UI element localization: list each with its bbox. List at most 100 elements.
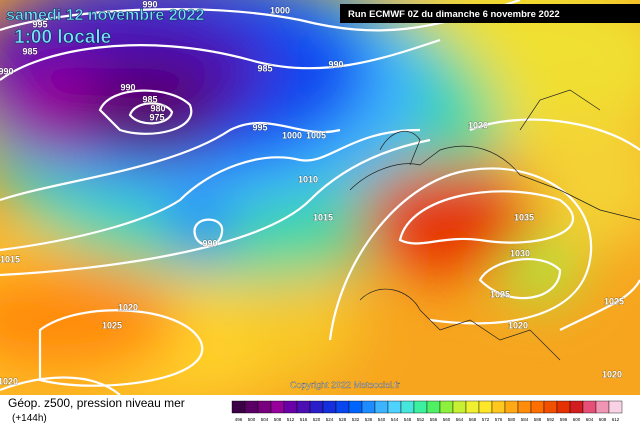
scale-label: 508	[274, 417, 282, 422]
scale-label: 596	[560, 417, 568, 422]
scale-label: 612	[612, 417, 620, 422]
scale-label: 580	[508, 417, 516, 422]
scale-swatch	[491, 400, 506, 414]
scale-swatch	[465, 400, 480, 414]
scale-label: 568	[469, 417, 477, 422]
isobar-label: 985	[257, 63, 272, 73]
isobar-label: 1025	[490, 289, 510, 299]
scale-label: 588	[534, 417, 542, 422]
date: samedi 12 novembre 2022	[6, 7, 204, 24]
scale-label: 560	[443, 417, 451, 422]
isobar-label: 1020	[468, 120, 488, 130]
isobar-label: 1010	[298, 174, 318, 184]
scale-label: 496	[235, 417, 243, 422]
isobar-label: 985	[22, 46, 37, 56]
scale-swatch	[478, 400, 493, 414]
scale-swatch	[413, 400, 428, 414]
scale-swatch	[322, 400, 337, 414]
scale-swatch	[504, 400, 519, 414]
scale-swatch	[309, 400, 324, 414]
scale-swatch	[244, 400, 259, 414]
scale-swatch	[283, 400, 298, 414]
scale-label: 576	[495, 417, 503, 422]
isobar-label: 975	[149, 112, 164, 122]
scale-swatch	[348, 400, 363, 414]
isobar-label: 980	[150, 103, 165, 113]
isobar-label: 1005	[306, 130, 326, 140]
scale-swatch	[569, 400, 584, 414]
scale-label: 552	[417, 417, 425, 422]
isobar-label: 1035	[514, 212, 534, 222]
scale-label: 512	[287, 417, 295, 422]
scale-swatch	[543, 400, 558, 414]
scale-swatch	[582, 400, 597, 414]
coastlines	[349, 89, 640, 361]
legend-title: Géop. z500, pression niveau mer	[8, 396, 185, 410]
scale-swatch	[296, 400, 311, 414]
scale-swatch	[361, 400, 376, 414]
scale-label: 604	[586, 417, 594, 422]
scale-swatch	[257, 400, 272, 414]
scale-swatch	[556, 400, 571, 414]
scale-swatch	[335, 400, 350, 414]
local-time: 1:00 locale	[14, 27, 111, 48]
isobar-label: 990	[202, 238, 217, 248]
scale-swatch	[231, 400, 246, 414]
scale-label: 544	[391, 417, 399, 422]
scale-label: 528	[339, 417, 347, 422]
isobar-label: 1030	[510, 248, 530, 258]
scale-label: 504	[261, 417, 269, 422]
scale-swatch	[439, 400, 454, 414]
scale-swatch	[426, 400, 441, 414]
isobar-label: 1020	[602, 369, 622, 379]
scale-label: 520	[313, 417, 321, 422]
scale-swatch	[400, 400, 415, 414]
isobar-label: 990	[328, 59, 343, 69]
isobars	[0, 0, 640, 395]
scale-label: 572	[482, 417, 490, 422]
copyright: Copyright 2022 Meteociel.fr	[290, 380, 400, 390]
lead-time: (+144h)	[12, 413, 47, 424]
isobar-label: 995	[32, 19, 47, 29]
scale-label: 536	[365, 417, 373, 422]
isobar-label: 985	[142, 94, 157, 104]
isobar-label: 990	[120, 82, 135, 92]
scale-swatch	[374, 400, 389, 414]
isobar-label: 995	[252, 122, 267, 132]
scale-swatch	[270, 400, 285, 414]
isobar-label: 1020	[508, 320, 528, 330]
scale-label: 564	[456, 417, 464, 422]
color-scale: 496 500 504 508 512 516 520 524 528 532 536 540 544 5…	[231, 400, 623, 422]
isobar-label: 1020	[118, 302, 138, 312]
scale-swatch	[595, 400, 610, 414]
scale-label: 600	[573, 417, 581, 422]
isobar-label: 1015	[313, 212, 333, 222]
run-banner	[340, 4, 640, 23]
scale-label: 500	[248, 417, 256, 422]
isobar-label: 990	[142, 0, 157, 9]
scale-swatch	[530, 400, 545, 414]
scale-label: 524	[326, 417, 334, 422]
scale-label: 584	[521, 417, 529, 422]
isobar-label: 1020	[0, 376, 18, 386]
scale-label: 532	[352, 417, 360, 422]
isobar-label: 1025	[102, 320, 122, 330]
scale-swatch	[387, 400, 402, 414]
scale-label: 516	[300, 417, 308, 422]
scale-swatch	[517, 400, 532, 414]
isobar-label: 1000	[270, 5, 290, 15]
field	[0, 0, 640, 395]
isobar-label: 1000	[282, 130, 302, 140]
isobar-label: 1015	[0, 254, 20, 264]
scale-label: 556	[430, 417, 438, 422]
isobar-label: 990	[0, 66, 14, 76]
scale-label: 548	[404, 417, 412, 422]
scale-label: 592	[547, 417, 555, 422]
scale-label: 608	[599, 417, 607, 422]
run-info: Run ECMWF 0Z du dimanche 6 novembre 2022	[348, 9, 560, 20]
isobar-label: 1025	[604, 296, 624, 306]
scale-swatch	[608, 400, 623, 414]
